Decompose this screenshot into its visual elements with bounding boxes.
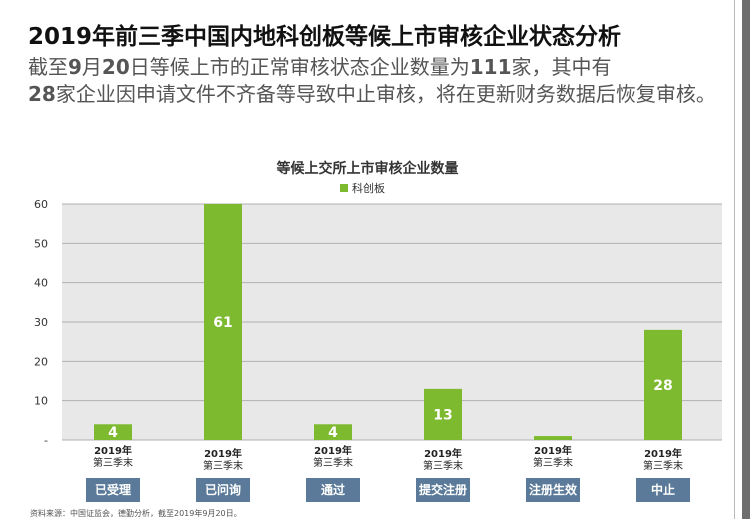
y-tick-label: 40 (34, 277, 48, 290)
category-label: 注册生效 (529, 482, 578, 497)
data-label: 28 (653, 378, 672, 394)
y-tick-label: 20 (34, 355, 48, 368)
x-period-year: 2019年 (314, 444, 352, 457)
bar (314, 424, 352, 440)
data-label: 61 (213, 315, 232, 331)
category-label: 已问询 (205, 482, 241, 497)
x-period-year: 2019年 (534, 444, 572, 457)
x-period-quarter: 第三季末 (423, 459, 463, 472)
legend-label: 科创板 (352, 182, 385, 195)
y-tick-label: 10 (34, 395, 48, 408)
category-label: 已受理 (95, 482, 131, 497)
x-period-quarter: 第三季末 (533, 456, 573, 469)
data-label: 13 (433, 407, 452, 423)
bar (204, 204, 242, 440)
category-tag (526, 478, 580, 502)
data-label: 4 (328, 425, 338, 441)
x-period-quarter: 第三季末 (203, 459, 243, 472)
bar (94, 424, 132, 440)
x-period-year: 2019年 (204, 447, 242, 460)
x-period-quarter: 第三季末 (313, 456, 353, 469)
x-period-year: 2019年 (94, 444, 132, 457)
category-tag (416, 478, 470, 502)
x-period-quarter: 第三季末 (93, 456, 133, 469)
y-tick-label: 50 (34, 237, 48, 250)
source-note: 资料来源：中国证监会，德勤分析，截至2019年9月20日。 (30, 509, 242, 518)
data-label: 4 (108, 425, 118, 441)
x-period-year: 2019年 (644, 447, 682, 460)
page-subtitle: 截至9月20日等候上市的正常审核状态企业数量为111家，其中有 28家企业因申请… (28, 55, 716, 106)
right-edge-bar (742, 0, 750, 519)
bar (644, 329, 682, 440)
category-tag (196, 478, 250, 502)
category-tag (306, 478, 360, 502)
category-tag (86, 478, 140, 502)
bar (534, 436, 572, 440)
category-label: 通过 (321, 482, 345, 497)
page-title: 2019年前三季中国内地科创板等候上市审核企业状态分析 (28, 24, 622, 50)
y-tick-label: 60 (34, 198, 48, 211)
category-tag (636, 478, 690, 502)
chart-title: 等候上交所上市审核企业数量 (276, 161, 459, 177)
x-period-quarter: 第三季末 (643, 459, 683, 472)
y-tick-label: - (44, 434, 48, 447)
right-divider (734, 0, 735, 519)
category-label: 提交注册 (419, 482, 467, 497)
y-tick-label: 30 (34, 316, 48, 329)
legend-swatch (340, 184, 348, 192)
category-label: 中止 (651, 482, 675, 497)
chart-legend: 科创板 (340, 180, 385, 196)
bar (424, 388, 462, 440)
x-period-year: 2019年 (424, 447, 462, 460)
